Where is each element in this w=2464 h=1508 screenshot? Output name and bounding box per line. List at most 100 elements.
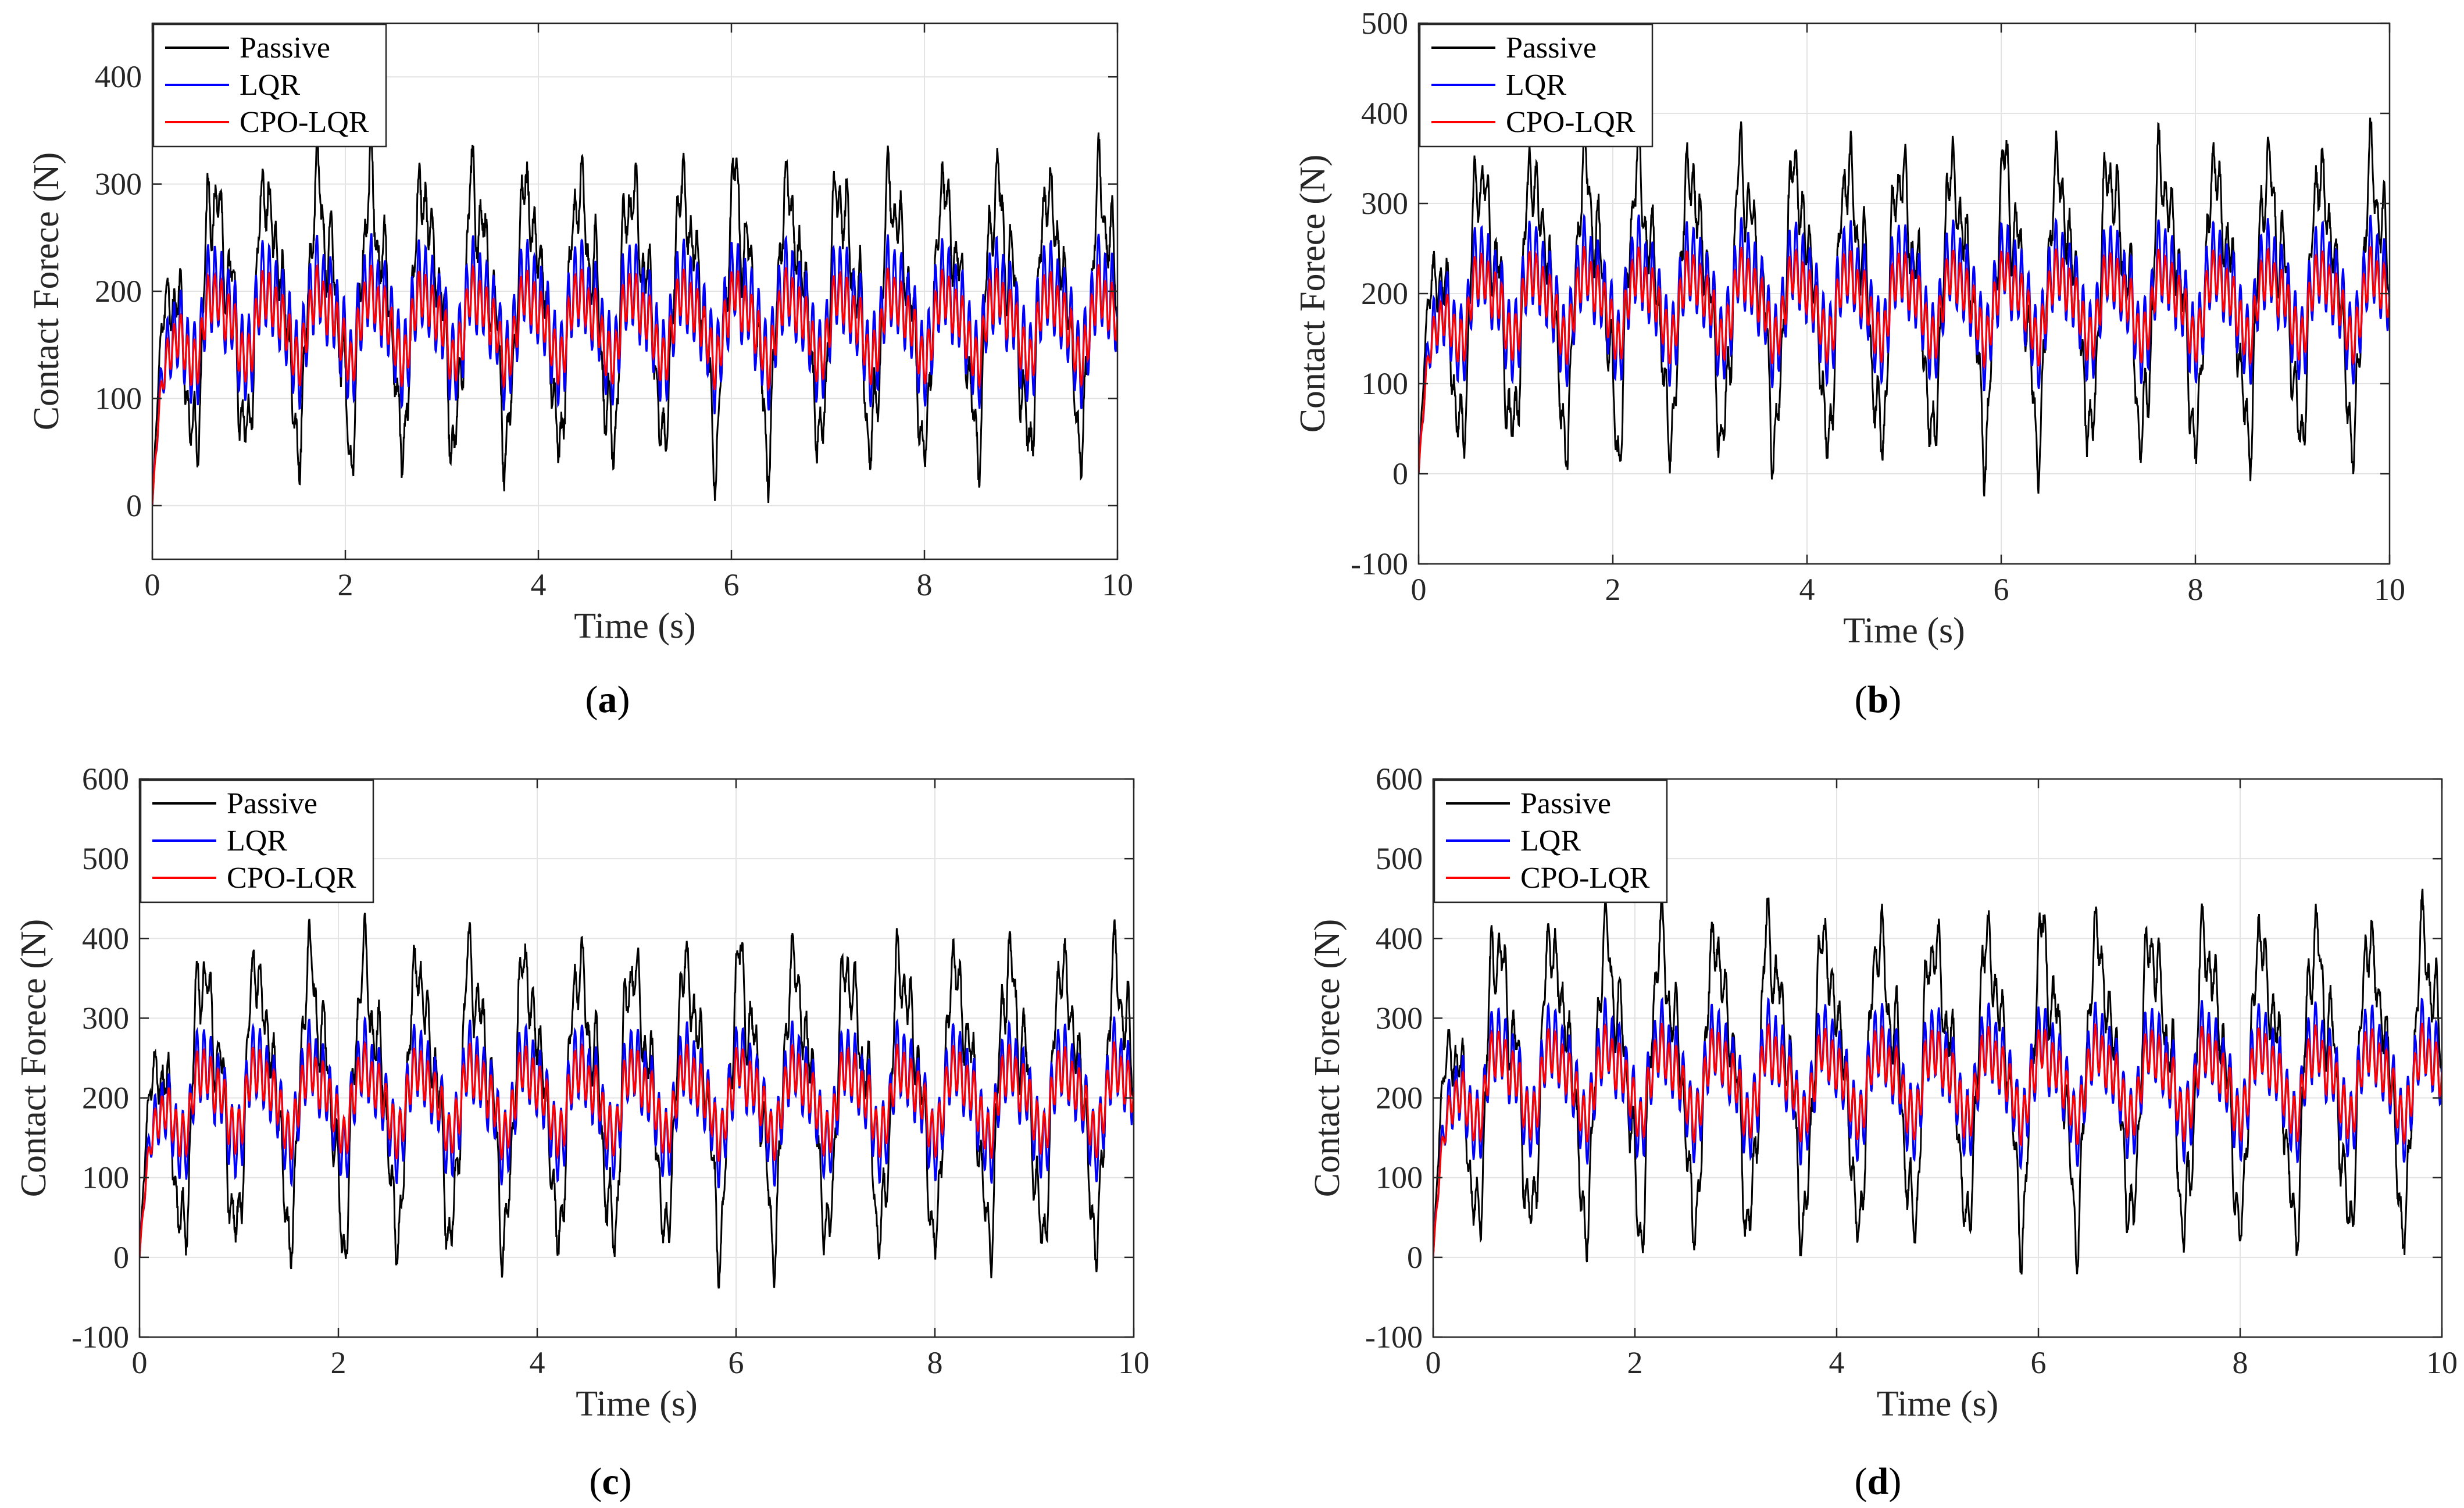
y-tick-label: -100	[72, 1320, 129, 1355]
y-tick-label: 500	[1361, 6, 1408, 41]
x-tick-label: 0	[1411, 572, 1427, 607]
caption-open: (	[589, 1460, 602, 1503]
x-tick-label: 0	[145, 567, 160, 602]
y-axis-label: Contact Forece (N)	[1293, 155, 1333, 433]
y-tick-label: 500	[82, 841, 129, 876]
caption-letter: a	[598, 678, 617, 721]
y-tick-label: 400	[95, 59, 142, 94]
x-tick-label: 10	[2374, 572, 2405, 607]
legend-entry-label: Passive	[1506, 31, 1597, 65]
axes-frame	[138, 778, 1135, 1338]
y-tick-label: 0	[1392, 456, 1408, 491]
y-tick-label: 100	[1376, 1160, 1423, 1195]
y-tick-label: 200	[1376, 1081, 1423, 1116]
series-line-cpo-lqr	[1433, 1022, 2442, 1257]
legend: Passive LQR CPO-LQR	[1419, 23, 1654, 148]
y-axis-label: Contact Forece (N)	[1308, 919, 1347, 1198]
caption-open: (	[585, 678, 598, 721]
caption-close: )	[619, 1460, 632, 1503]
panel-caption: (a)	[585, 678, 630, 721]
y-tick-label: 300	[1361, 186, 1408, 221]
y-tick-label: 600	[1376, 762, 1423, 796]
panel-caption: (b)	[1855, 678, 1902, 721]
caption-letter: d	[1867, 1460, 1889, 1503]
legend-entry-label: CPO-LQR	[240, 106, 369, 139]
legend: Passive LQR CPO-LQR	[140, 779, 374, 903]
y-tick-label: 0	[126, 488, 142, 523]
axes-frame	[1432, 778, 2443, 1338]
y-tick-label: 400	[82, 921, 129, 956]
x-tick-label: 6	[724, 567, 740, 602]
legend-entry-label: Passive	[1520, 787, 1611, 820]
series-line-passive	[152, 132, 1117, 506]
series-line-passive	[1433, 888, 2442, 1275]
y-tick-label: 600	[82, 762, 129, 796]
x-tick-label: 2	[331, 1345, 347, 1380]
legend-entry-label: LQR	[227, 824, 287, 857]
panel-caption: (d)	[1855, 1460, 1902, 1503]
x-tick-label: 10	[1118, 1345, 1149, 1380]
x-tick-label: 6	[2031, 1345, 2047, 1380]
caption-open: (	[1855, 1460, 1867, 1503]
legend-entry-label: Passive	[240, 31, 330, 65]
legend-entry-label: CPO-LQR	[1506, 106, 1635, 139]
y-tick-label: 0	[1407, 1240, 1423, 1275]
x-tick-label: 10	[1102, 567, 1133, 602]
x-axis-label: Time (s)	[576, 1384, 698, 1424]
y-tick-label: 400	[1376, 921, 1423, 956]
legend-entry-label: CPO-LQR	[1520, 862, 1650, 895]
y-tick-label: 100	[95, 381, 142, 416]
y-tick-label: 300	[82, 1000, 129, 1035]
x-tick-label: 0	[132, 1345, 148, 1380]
caption-letter: b	[1867, 678, 1889, 721]
x-tick-label: 0	[1426, 1345, 1441, 1380]
x-tick-label: 6	[729, 1345, 744, 1380]
y-tick-label: 400	[1361, 96, 1408, 131]
legend-entry-label: Passive	[227, 787, 317, 820]
series-line-cpo-lqr	[152, 263, 1117, 506]
series-line-cpo-lqr	[1419, 245, 2390, 474]
x-tick-label: 8	[2233, 1345, 2248, 1380]
y-tick-label: 100	[1361, 366, 1408, 401]
series-line-cpo-lqr	[140, 1040, 1134, 1258]
y-tick-label: 500	[1376, 841, 1423, 876]
y-tick-label: 100	[82, 1160, 129, 1195]
legend-entry-label: CPO-LQR	[227, 862, 356, 895]
caption-open: (	[1855, 678, 1867, 721]
y-tick-label: 200	[95, 274, 142, 309]
x-tick-label: 2	[1627, 1345, 1643, 1380]
x-tick-label: 4	[1829, 1345, 1845, 1380]
x-tick-label: 2	[338, 567, 353, 602]
x-tick-label: 8	[927, 1345, 943, 1380]
series-line-lqr	[1433, 996, 2442, 1257]
series-line-lqr	[1419, 213, 2390, 474]
series-line-lqr	[152, 233, 1117, 506]
y-axis-label: Contact Forece (N)	[27, 152, 66, 431]
legend: Passive LQR CPO-LQR	[152, 23, 387, 148]
x-tick-label: 6	[1994, 572, 2009, 607]
y-tick-label: 300	[95, 167, 142, 202]
x-tick-label: 10	[2426, 1345, 2458, 1380]
x-axis-label: Time (s)	[1843, 611, 1965, 651]
legend-entry-label: LQR	[240, 69, 300, 102]
caption-close: )	[617, 678, 630, 721]
panel-caption: (c)	[589, 1460, 631, 1503]
caption-letter: c	[602, 1460, 619, 1503]
legend-entry-label: LQR	[1506, 69, 1566, 102]
x-axis-label: Time (s)	[1877, 1384, 1999, 1424]
series-line-passive	[1419, 117, 2390, 496]
y-tick-label: -100	[1351, 546, 1408, 581]
legend: Passive LQR CPO-LQR	[1433, 779, 1668, 903]
y-tick-label: 200	[1361, 276, 1408, 311]
x-tick-label: 8	[917, 567, 933, 602]
caption-close: )	[1888, 678, 1901, 721]
y-axis-label: Contact Forece (N)	[14, 919, 53, 1198]
x-tick-label: 8	[2188, 572, 2204, 607]
y-tick-label: 300	[1376, 1000, 1423, 1035]
x-tick-label: 4	[1799, 572, 1815, 607]
legend-entry-label: LQR	[1520, 824, 1581, 857]
x-tick-label: 4	[531, 567, 547, 602]
